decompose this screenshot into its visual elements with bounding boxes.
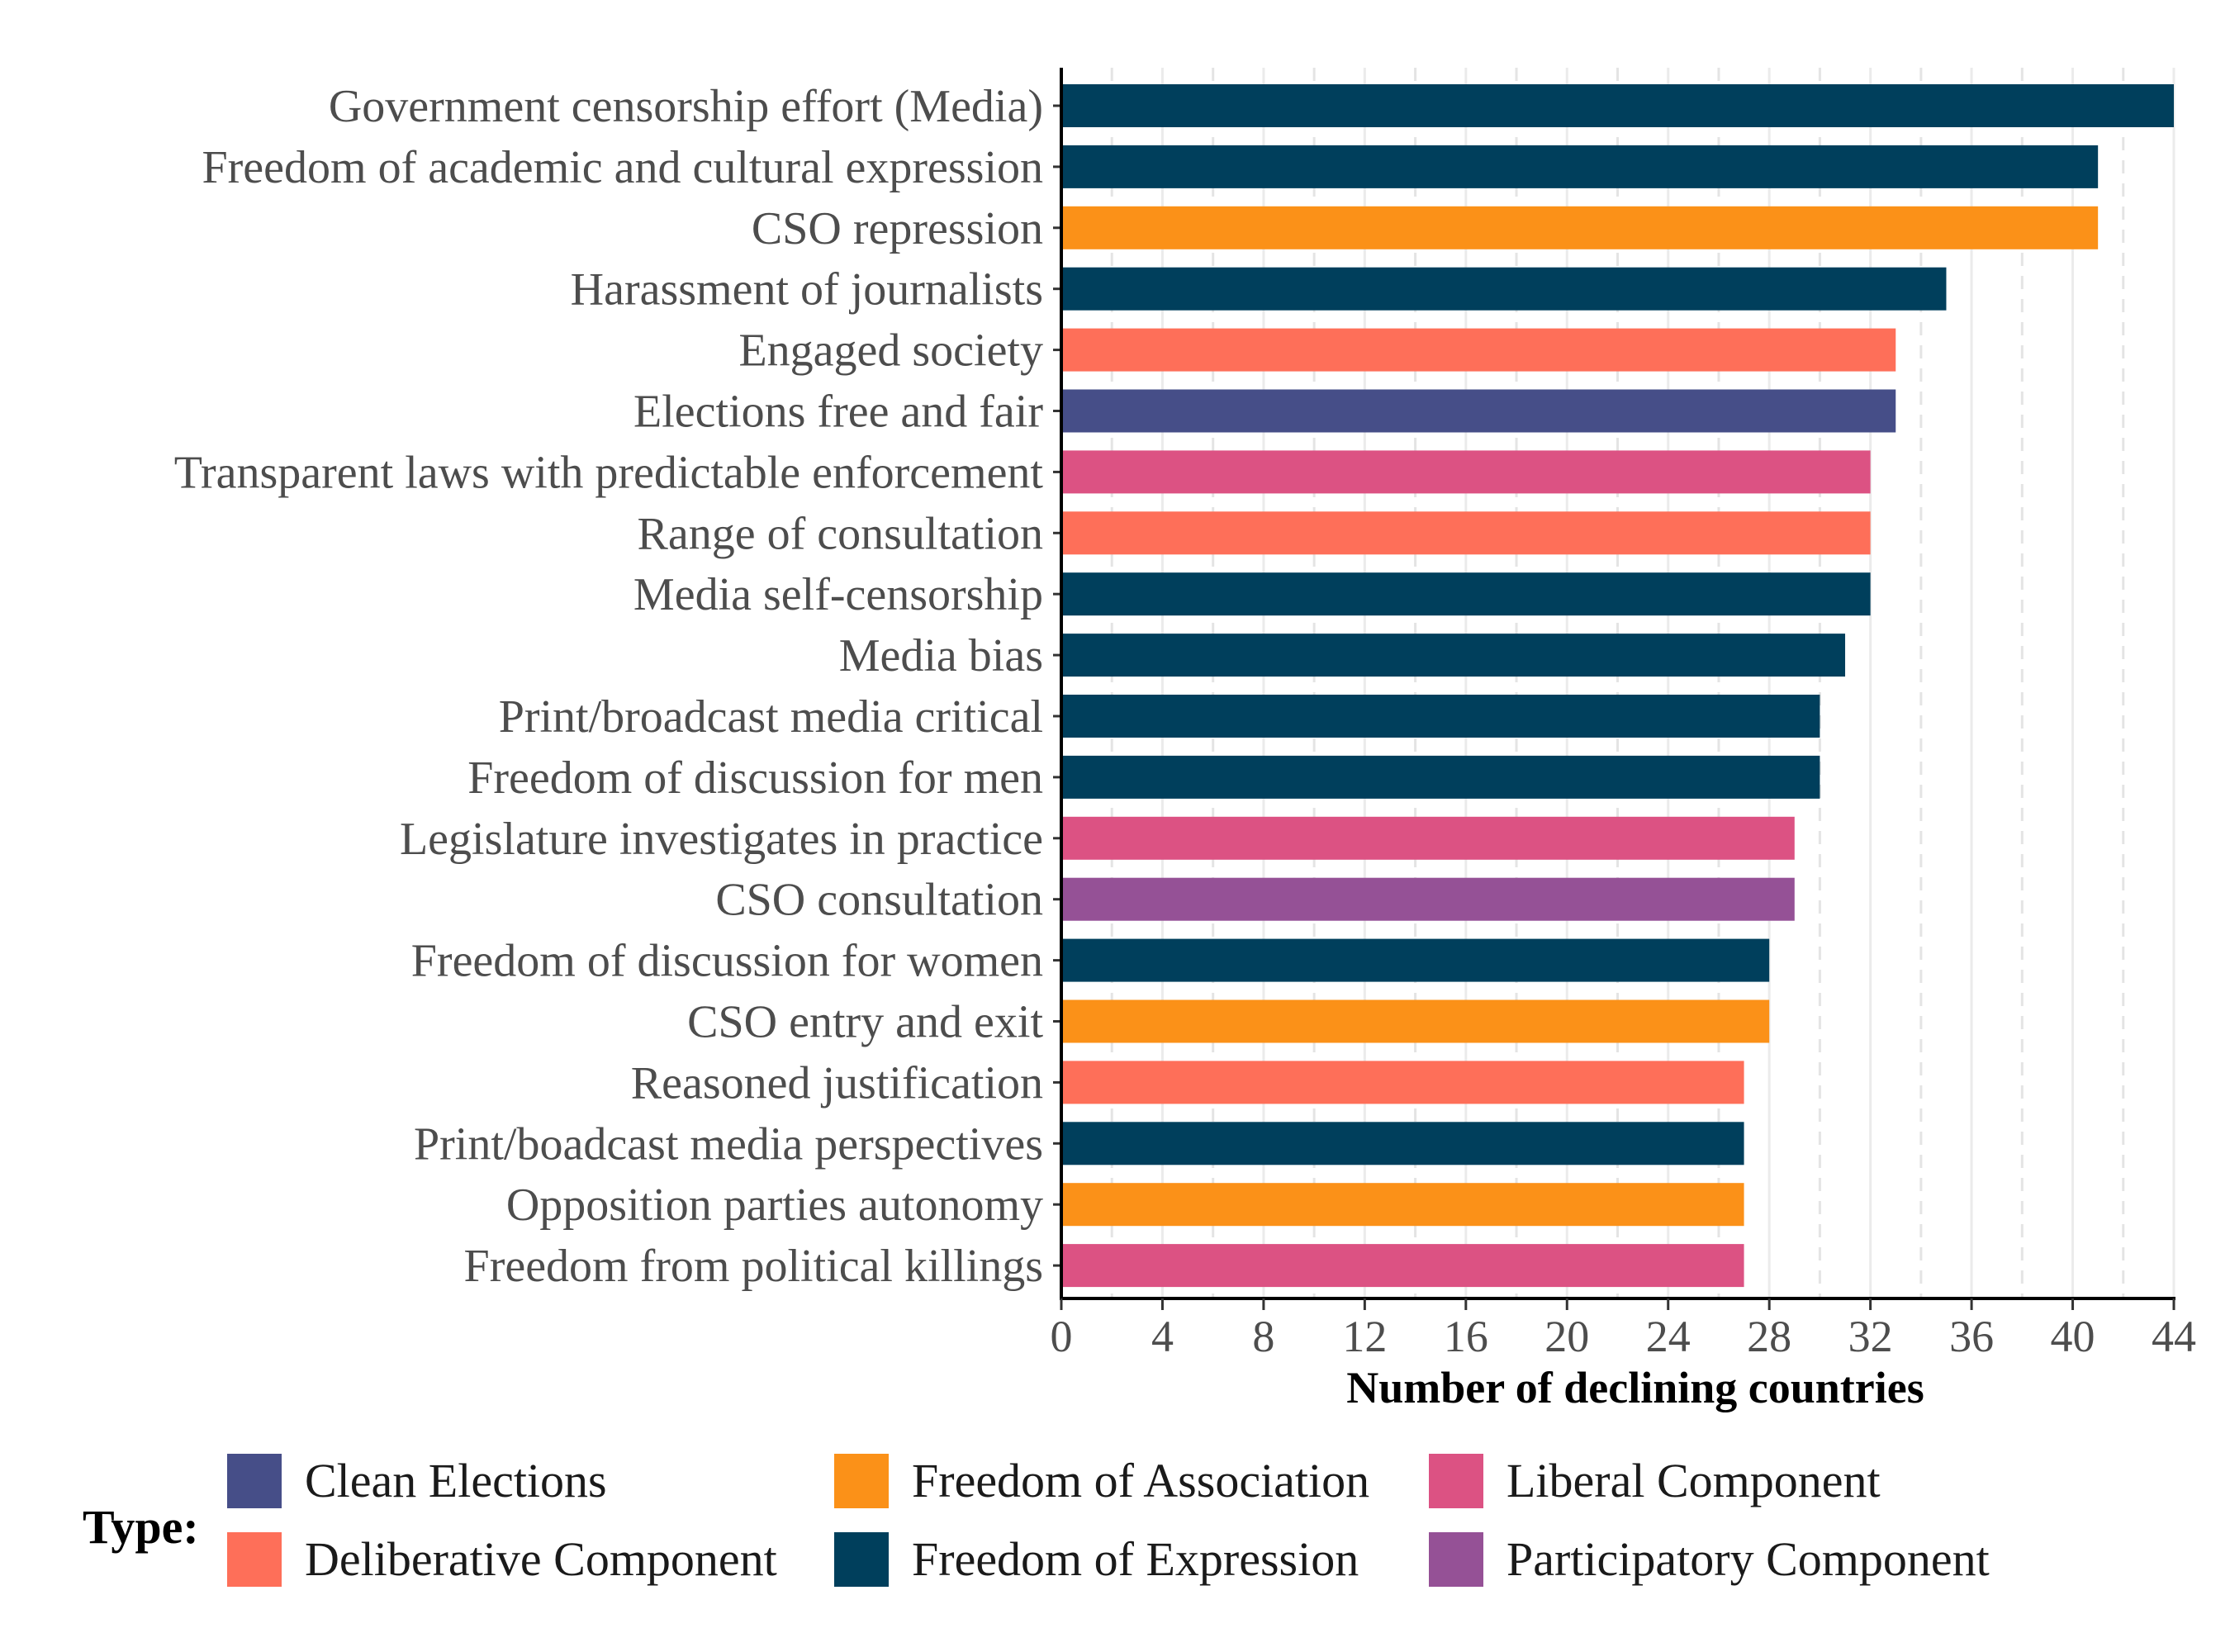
category-label: Freedom from political killings bbox=[464, 1241, 1043, 1292]
x-tick-label: 32 bbox=[1848, 1312, 1893, 1361]
x-tick-label: 4 bbox=[1151, 1312, 1174, 1361]
bar bbox=[1061, 267, 1947, 311]
legend: Type: Clean Elections Freedom of Associat… bbox=[83, 1454, 1990, 1587]
category-label: Opposition parties autonomy bbox=[506, 1180, 1043, 1231]
legend-label: Participatory Component bbox=[1506, 1532, 1990, 1586]
category-label: CSO repression bbox=[752, 203, 1043, 254]
bar bbox=[1061, 634, 1846, 677]
x-tick-label: 28 bbox=[1747, 1312, 1791, 1361]
category-label: Media self-censorship bbox=[633, 569, 1043, 620]
bar bbox=[1061, 695, 1820, 738]
x-tick-label: 24 bbox=[1646, 1312, 1691, 1361]
bar bbox=[1061, 389, 1896, 433]
category-label: Freedom of academic and cultural express… bbox=[202, 142, 1044, 193]
category-label: Elections free and fair bbox=[633, 387, 1043, 438]
category-label: Range of consultation bbox=[638, 508, 1043, 559]
legend-swatch bbox=[1429, 1454, 1483, 1508]
x-tick-label: 8 bbox=[1252, 1312, 1274, 1361]
bar bbox=[1061, 938, 1770, 982]
category-label: CSO consultation bbox=[715, 875, 1043, 926]
legend-label: Freedom of Association bbox=[912, 1454, 1369, 1507]
category-label: Freedom of discussion for women bbox=[411, 936, 1043, 987]
x-tick-label: 0 bbox=[1051, 1312, 1073, 1361]
x-tick-label: 16 bbox=[1444, 1312, 1488, 1361]
category-label: Print/boadcast media perspectives bbox=[414, 1118, 1043, 1170]
category-label: Reasoned justification bbox=[631, 1057, 1043, 1108]
bar bbox=[1061, 1061, 1744, 1104]
bar bbox=[1061, 145, 2099, 188]
legend-swatch bbox=[834, 1454, 889, 1508]
bar bbox=[1061, 1183, 1744, 1227]
legend-swatch bbox=[227, 1532, 282, 1587]
bar bbox=[1061, 450, 1871, 494]
bar bbox=[1061, 84, 2174, 127]
legend-label: Deliberative Component bbox=[305, 1532, 777, 1586]
legend-swatch bbox=[1429, 1532, 1483, 1587]
x-tick-label: 44 bbox=[2152, 1312, 2196, 1361]
category-label: CSO entry and exit bbox=[687, 997, 1043, 1048]
x-axis-title: Number of declining countries bbox=[1346, 1363, 1924, 1412]
x-tick-label: 12 bbox=[1342, 1312, 1387, 1361]
x-tick-label: 40 bbox=[2051, 1312, 2095, 1361]
legend-label: Freedom of Expression bbox=[912, 1532, 1359, 1586]
category-labels: Government censorship effort (Media) Free… bbox=[174, 81, 1044, 1292]
category-label: Harassment of journalists bbox=[571, 264, 1043, 316]
category-label: Legislature investigates in practice bbox=[400, 814, 1043, 865]
legend-swatch bbox=[227, 1454, 282, 1508]
category-label: Print/broadcast media critical bbox=[499, 691, 1043, 743]
grid-lines bbox=[1060, 68, 2175, 1298]
bar bbox=[1061, 755, 1820, 799]
legend-title: Type: bbox=[83, 1500, 199, 1554]
bar bbox=[1061, 816, 1795, 860]
legend-swatch bbox=[834, 1532, 889, 1587]
bar bbox=[1061, 572, 1871, 616]
bar bbox=[1061, 328, 1896, 372]
bar bbox=[1061, 877, 1795, 921]
legend-label: Clean Elections bbox=[305, 1454, 607, 1507]
bar bbox=[1061, 1244, 1744, 1288]
axes: 0 4 8 12 16 20 24 28 32 36 40 44 bbox=[1051, 68, 2196, 1361]
category-label: Media bias bbox=[839, 630, 1043, 681]
x-tick-label: 36 bbox=[1949, 1312, 1994, 1361]
category-label: Engaged society bbox=[738, 325, 1043, 377]
x-tick-label: 20 bbox=[1544, 1312, 1589, 1361]
bars bbox=[1061, 84, 2174, 1288]
bar bbox=[1061, 206, 2099, 249]
category-label: Transparent laws with predictable enforc… bbox=[174, 447, 1044, 498]
category-label: Government censorship effort (Media) bbox=[329, 81, 1043, 132]
bar bbox=[1061, 1122, 1744, 1165]
category-label: Freedom of discussion for men bbox=[467, 752, 1043, 804]
bar bbox=[1061, 511, 1871, 555]
bar bbox=[1061, 999, 1770, 1043]
legend-label: Liberal Component bbox=[1506, 1454, 1881, 1507]
